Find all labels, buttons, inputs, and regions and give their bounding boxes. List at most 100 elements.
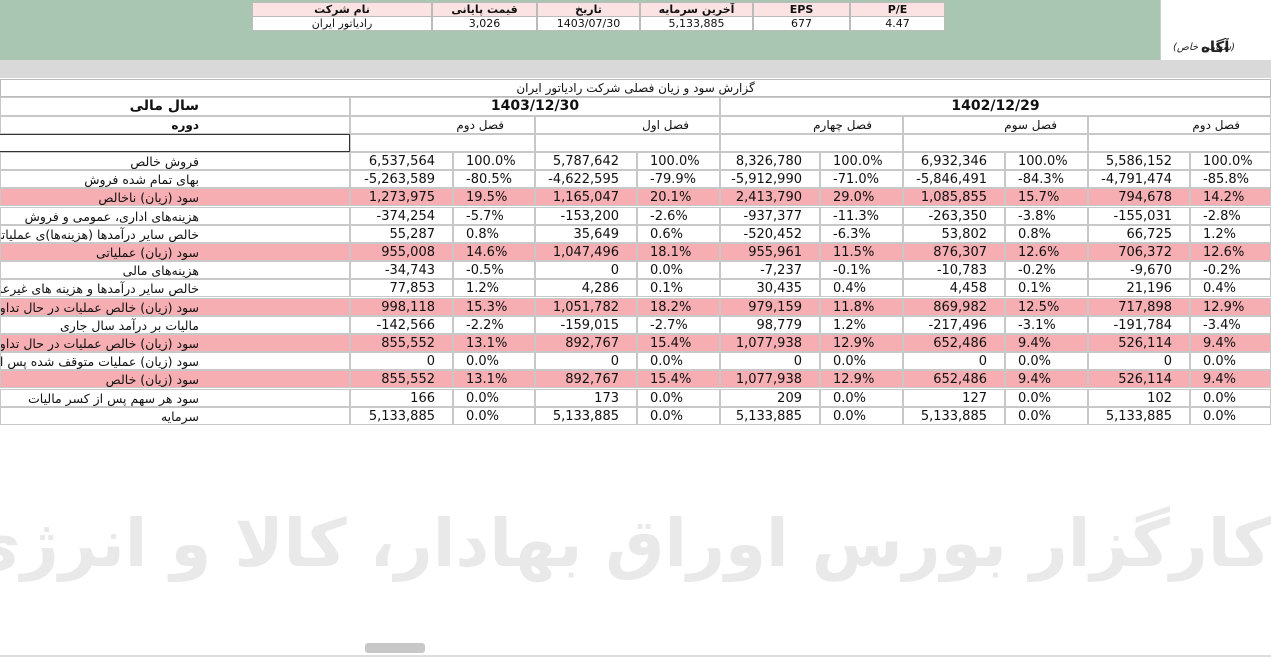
logo-subtitle: (سهامی خاص): [1173, 42, 1236, 53]
cell-value: -34,743: [350, 261, 453, 280]
logo-name: آگاه: [1201, 38, 1230, 56]
cell-percent: 15.3%: [453, 297, 535, 316]
cell-value: -374,254: [350, 206, 453, 225]
row-label: سود (زیان) خالص عملیات در حال تداوم: [0, 334, 350, 352]
empty-cell: [535, 134, 720, 152]
cell-percent: -71.0%: [820, 170, 903, 189]
cell-percent: 12.9%: [820, 334, 903, 352]
info-header: EPS: [753, 2, 850, 17]
cell-percent: 0.1%: [1005, 279, 1088, 298]
cell-value: 652,486: [903, 370, 1005, 389]
scrollbar-thumb[interactable]: [365, 643, 425, 653]
cell-percent: 12.9%: [1190, 297, 1271, 316]
cell-percent: 20.1%: [637, 188, 720, 207]
cell-percent: 15.4%: [637, 370, 720, 389]
info-value: 677: [753, 16, 850, 31]
cell-value: 5,133,885: [535, 406, 637, 425]
info-value: رادیاتور ایران: [252, 16, 432, 31]
cell-percent: 100.0%: [1190, 152, 1271, 170]
cell-value: 66,725: [1088, 224, 1190, 243]
cell-percent: -2.2%: [453, 315, 535, 334]
info-value: 5,133,885: [640, 16, 753, 31]
cell-value: 1,047,496: [535, 243, 637, 261]
info-header: آخرین سرمایه: [640, 2, 753, 17]
cell-value: 5,586,152: [1088, 152, 1190, 170]
cell-percent: 13.1%: [453, 370, 535, 389]
cell-percent: 0.4%: [1190, 279, 1271, 298]
cell-value: 526,114: [1088, 370, 1190, 389]
cell-value: 21,196: [1088, 279, 1190, 298]
cell-percent: 0.0%: [1190, 352, 1271, 371]
cell-value: 706,372: [1088, 243, 1190, 261]
empty-cell: [0, 134, 350, 152]
cell-value: 979,159: [720, 297, 820, 316]
cell-value: 102: [1088, 388, 1190, 407]
cell-value: 2,413,790: [720, 188, 820, 207]
period-header: فصل دوم: [350, 116, 535, 134]
cell-value: -191,784: [1088, 315, 1190, 334]
cell-percent: 0.0%: [453, 406, 535, 425]
cell-percent: 29.0%: [820, 188, 903, 207]
empty-cell: [720, 134, 903, 152]
cell-percent: 0.0%: [1005, 352, 1088, 371]
row-label: هزینه‌های مالی: [0, 261, 350, 280]
row-label: مالیات بر درآمد سال جاری: [0, 315, 350, 334]
info-header: نام شرکت: [252, 2, 432, 17]
cell-percent: -2.8%: [1190, 206, 1271, 225]
cell-value: 0: [1088, 352, 1190, 371]
period-header: فصل اول: [535, 116, 720, 134]
cell-percent: 1.2%: [1190, 224, 1271, 243]
cell-percent: 13.1%: [453, 334, 535, 352]
cell-value: 5,133,885: [720, 406, 820, 425]
cell-value: 1,077,938: [720, 334, 820, 352]
cell-percent: 0.0%: [820, 352, 903, 371]
cell-percent: 1.2%: [820, 315, 903, 334]
cell-value: 53,802: [903, 224, 1005, 243]
cell-value: 998,118: [350, 297, 453, 316]
cell-value: 77,853: [350, 279, 453, 298]
cell-percent: 0.0%: [637, 388, 720, 407]
row-label: سود هر سهم پس از کسر مالیات: [0, 388, 350, 407]
cell-value: -4,622,595: [535, 170, 637, 189]
report-title: گزارش سود و زیان فصلی شرکت رادیاتور ایرا…: [0, 79, 1271, 97]
cell-value: 526,114: [1088, 334, 1190, 352]
cell-value: -5,846,491: [903, 170, 1005, 189]
cell-percent: 12.9%: [820, 370, 903, 389]
cell-percent: 0.4%: [820, 279, 903, 298]
cell-percent: -85.8%: [1190, 170, 1271, 189]
cell-value: 6,537,564: [350, 152, 453, 170]
cell-percent: 12.5%: [1005, 297, 1088, 316]
cell-value: -263,350: [903, 206, 1005, 225]
cell-percent: -0.2%: [1005, 261, 1088, 280]
cell-percent: -84.3%: [1005, 170, 1088, 189]
cell-value: 652,486: [903, 334, 1005, 352]
cell-value: 166: [350, 388, 453, 407]
cell-percent: 0.0%: [1190, 388, 1271, 407]
cell-percent: 18.2%: [637, 297, 720, 316]
cell-percent: -3.8%: [1005, 206, 1088, 225]
cell-value: 955,961: [720, 243, 820, 261]
info-value: 3,026: [432, 16, 537, 31]
cell-value: 0: [350, 352, 453, 371]
cell-percent: 9.4%: [1190, 370, 1271, 389]
cell-value: 855,552: [350, 370, 453, 389]
cell-percent: 14.2%: [1190, 188, 1271, 207]
empty-cell: [350, 134, 535, 152]
cell-percent: -6.3%: [820, 224, 903, 243]
cell-value: 955,008: [350, 243, 453, 261]
cell-value: 209: [720, 388, 820, 407]
row-label: بهای تمام شده فروش: [0, 170, 350, 189]
period-label: دوره: [0, 116, 350, 134]
cell-value: 1,085,855: [903, 188, 1005, 207]
cell-percent: 100.0%: [1005, 152, 1088, 170]
period-header: فصل دوم: [1088, 116, 1271, 134]
cell-value: 4,286: [535, 279, 637, 298]
row-label: خالص سایر درآمدها (هزینه‌ها)ی عملیاتی: [0, 224, 350, 243]
cell-value: -4,791,474: [1088, 170, 1190, 189]
info-header: P/E: [850, 2, 945, 17]
cell-value: 876,307: [903, 243, 1005, 261]
cell-value: 1,165,047: [535, 188, 637, 207]
cell-value: -520,452: [720, 224, 820, 243]
cell-value: 8,326,780: [720, 152, 820, 170]
